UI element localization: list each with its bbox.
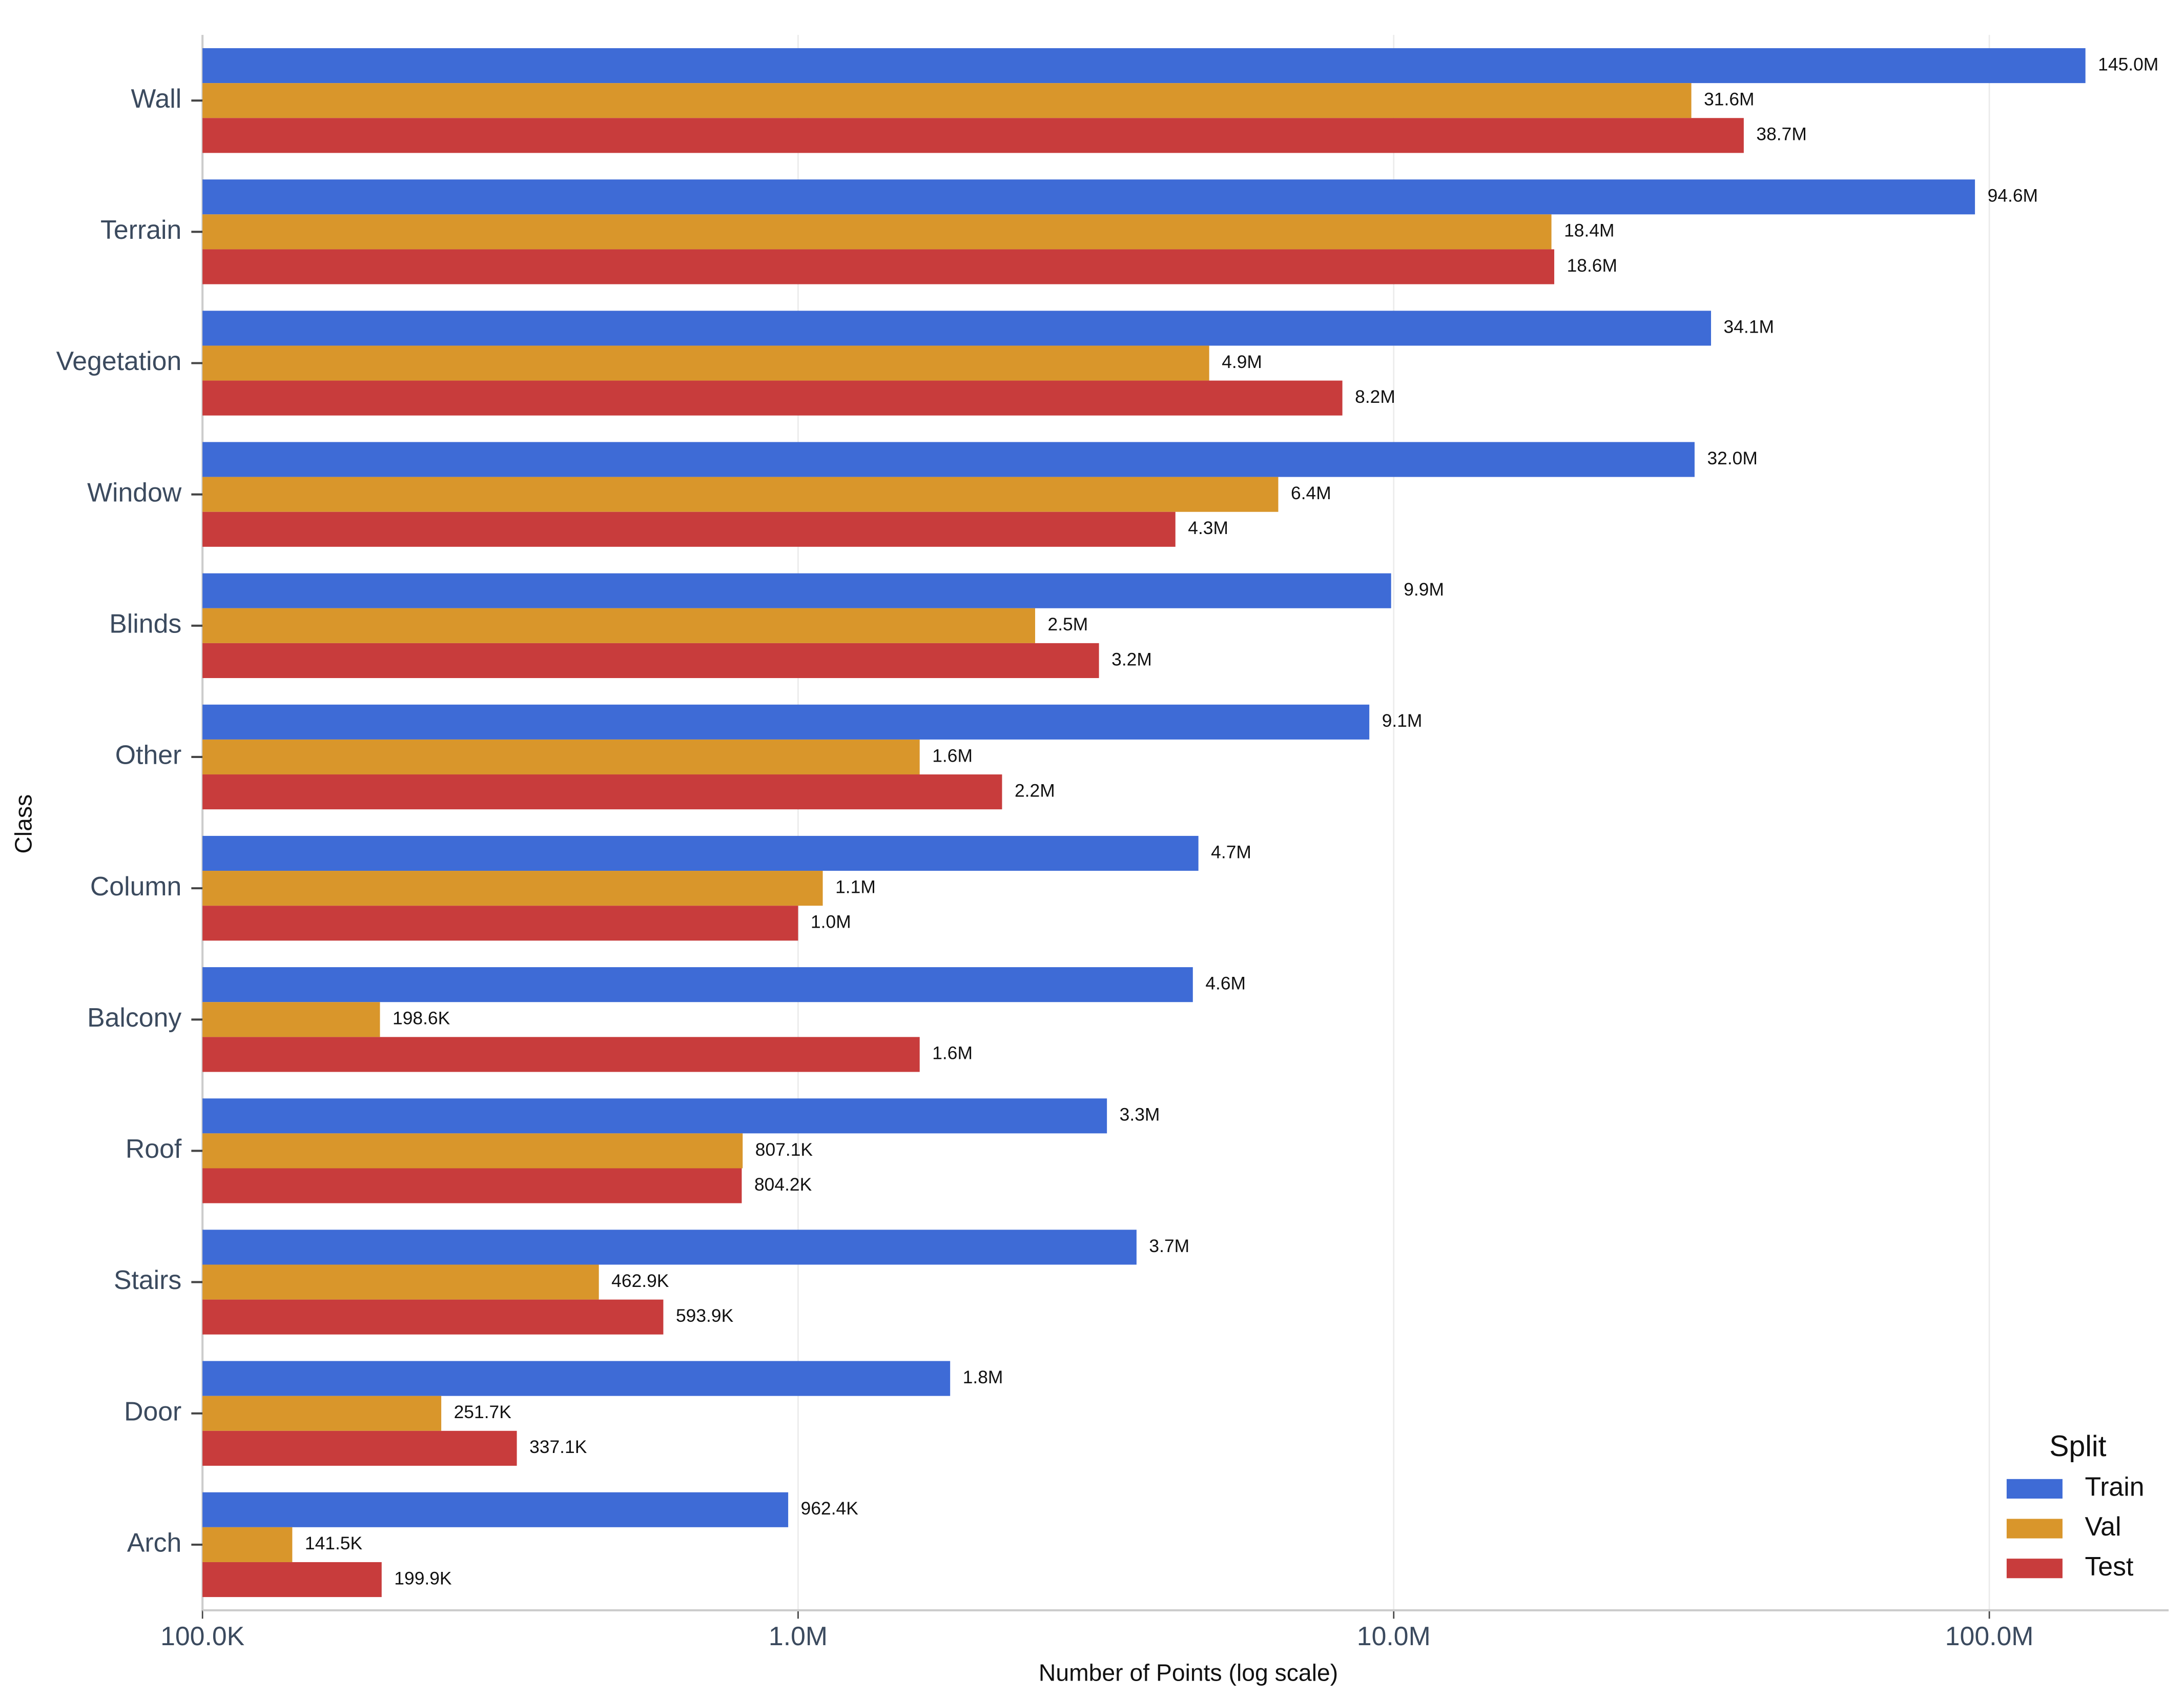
legend-title: Split — [2049, 1430, 2106, 1463]
legend-label: Val — [2085, 1511, 2121, 1541]
bar — [202, 345, 1209, 381]
legend-swatch — [2006, 1559, 2063, 1579]
value-label: 34.1M — [1724, 317, 1774, 337]
bar — [202, 249, 1555, 284]
bar — [202, 1492, 789, 1527]
bar — [202, 906, 798, 941]
value-label: 1.1M — [835, 876, 876, 897]
value-label: 1.0M — [811, 912, 851, 932]
value-label: 9.1M — [1382, 710, 1423, 731]
value-label: 9.9M — [1404, 579, 1444, 600]
value-label: 593.9K — [676, 1305, 734, 1326]
value-label: 1.6M — [932, 1043, 973, 1063]
value-label: 1.6M — [932, 745, 973, 766]
value-label: 4.9M — [1222, 352, 1262, 372]
bar — [202, 967, 1193, 1002]
bar — [202, 1133, 743, 1169]
value-label: 462.9K — [611, 1271, 669, 1291]
bar — [202, 1562, 382, 1598]
value-label: 94.6M — [1988, 186, 2038, 206]
x-tick-label: 1.0M — [769, 1621, 828, 1651]
bar — [202, 871, 823, 906]
value-label: 4.6M — [1205, 973, 1246, 994]
y-tick-label: Stairs — [114, 1265, 181, 1295]
value-label: 4.3M — [1188, 518, 1228, 538]
value-label: 1.8M — [963, 1367, 1003, 1387]
y-tick-label: Roof — [126, 1134, 182, 1163]
bar — [202, 1264, 599, 1300]
bar — [202, 573, 1391, 608]
bar — [202, 704, 1370, 740]
value-label: 141.5K — [305, 1533, 363, 1553]
legend-label: Train — [2085, 1472, 2144, 1502]
value-label: 18.6M — [1567, 255, 1617, 276]
value-label: 38.7M — [1756, 124, 1806, 145]
bar — [202, 643, 1099, 679]
y-tick-label: Terrain — [100, 215, 181, 244]
legend-swatch — [2006, 1479, 2063, 1499]
value-label: 199.9K — [394, 1568, 452, 1588]
value-label: 4.7M — [1211, 842, 1251, 862]
value-label: 2.2M — [1015, 780, 1055, 801]
value-label: 251.7K — [454, 1402, 512, 1422]
bar — [202, 380, 1343, 416]
value-label: 2.5M — [1048, 614, 1088, 634]
bar — [202, 311, 1712, 346]
bar — [202, 1002, 380, 1037]
bar — [202, 835, 1199, 871]
bar — [202, 1098, 1107, 1134]
bar — [202, 1230, 1137, 1265]
value-label: 3.7M — [1149, 1236, 1189, 1256]
bar — [202, 774, 1002, 810]
y-tick-label: Vegetation — [56, 346, 182, 376]
bar — [202, 1527, 293, 1562]
y-tick-label: Blinds — [109, 608, 181, 638]
y-tick-label: Door — [124, 1396, 181, 1426]
y-tick-label: Other — [115, 740, 181, 770]
y-tick-label: Arch — [127, 1528, 181, 1558]
bar — [202, 48, 2086, 84]
legend-label: Test — [2085, 1551, 2133, 1581]
x-tick-label: 10.0M — [1357, 1621, 1431, 1651]
value-label: 3.2M — [1111, 649, 1152, 669]
bar — [202, 511, 1176, 547]
value-label: 8.2M — [1355, 386, 1395, 407]
bar — [202, 1037, 920, 1072]
value-label: 6.4M — [1291, 483, 1331, 503]
bar — [202, 608, 1036, 643]
value-label: 337.1K — [529, 1437, 587, 1457]
bar — [202, 1430, 517, 1466]
bar — [202, 118, 1744, 153]
y-tick-label: Wall — [131, 84, 182, 113]
bar — [202, 739, 920, 775]
bar — [202, 1396, 442, 1431]
bar — [202, 214, 1552, 250]
y-tick-label: Balcony — [87, 1002, 181, 1032]
bar — [202, 179, 1975, 215]
y-tick-label: Column — [90, 871, 181, 901]
value-label: 31.6M — [1704, 89, 1754, 110]
bar — [202, 1361, 951, 1396]
value-label: 807.1K — [755, 1139, 813, 1160]
bar — [202, 83, 1692, 118]
x-axis-label: Number of Points (log scale) — [1039, 1660, 1338, 1686]
y-tick-label: Window — [87, 477, 182, 507]
y-axis-label: Class — [10, 794, 36, 854]
value-label: 3.3M — [1120, 1104, 1160, 1125]
legend-swatch — [2006, 1519, 2063, 1539]
bar — [202, 442, 1695, 477]
value-label: 18.4M — [1564, 220, 1614, 241]
value-label: 145.0M — [2098, 54, 2158, 74]
bar — [202, 1168, 742, 1203]
value-label: 804.2K — [754, 1174, 812, 1195]
value-label: 962.4K — [801, 1498, 859, 1519]
bar — [202, 477, 1279, 512]
bar — [202, 1299, 664, 1335]
x-tick-label: 100.0K — [160, 1621, 244, 1651]
x-tick-label: 100.0M — [1945, 1621, 2034, 1651]
value-label: 198.6K — [393, 1008, 450, 1029]
value-label: 32.0M — [1707, 448, 1757, 468]
